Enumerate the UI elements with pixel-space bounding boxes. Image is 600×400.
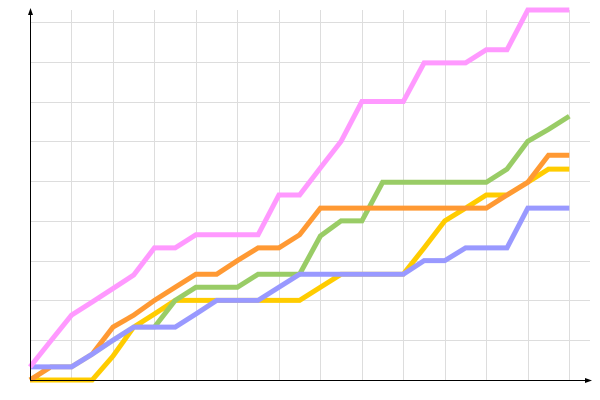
series-line-3 [28,152,570,383]
axes [28,8,592,383]
x-axis-arrow-icon [585,378,592,383]
series-line-1 [30,166,570,383]
series-line-4 [30,205,570,370]
series-line-5 [28,7,570,369]
y-axis-arrow-icon [28,8,33,15]
series-group [28,7,571,383]
